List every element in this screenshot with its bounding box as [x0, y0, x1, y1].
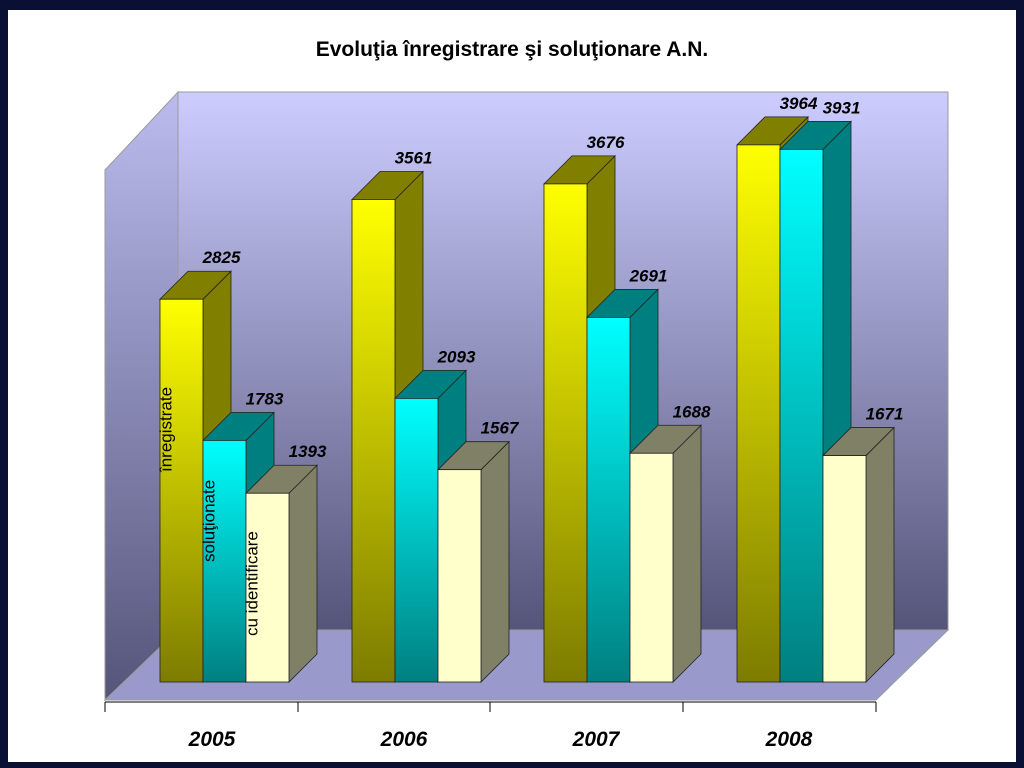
- bar-front: [351, 199, 396, 683]
- series-labels: înregistrate soluţionate cu identificare: [157, 387, 262, 636]
- category-label: 2005: [188, 728, 236, 751]
- chart: Evoluţia înregistrare şi soluţionare A.N…: [103, 38, 950, 751]
- bar-2006-s2: [437, 440, 510, 683]
- bar-front: [437, 469, 482, 683]
- bar-front: [822, 455, 867, 683]
- value-label: 1671: [866, 405, 904, 424]
- category-label: 2008: [765, 728, 813, 751]
- value-label: 1783: [246, 389, 284, 408]
- category-label: 2006: [380, 728, 428, 751]
- bar-front: [779, 148, 824, 683]
- bar-2007-s2: [629, 424, 702, 683]
- bar-front: [543, 183, 588, 683]
- bar-front: [245, 492, 290, 683]
- value-label: 3964: [780, 94, 818, 113]
- bar-side: [865, 426, 895, 683]
- bar-2008-s2: [822, 426, 895, 683]
- value-label: 2825: [202, 248, 241, 267]
- bar-side: [672, 424, 702, 683]
- bar-front: [629, 452, 674, 683]
- value-label: 1567: [481, 419, 520, 438]
- value-label: 1688: [673, 402, 711, 421]
- category-labels: 2005 2006 2007 2008: [104, 702, 877, 751]
- category-label: 2007: [572, 728, 621, 751]
- value-label: 2691: [629, 266, 668, 285]
- chart-title: Evoluţia înregistrare şi soluţionare A.N…: [316, 38, 709, 61]
- bars: [159, 115, 895, 683]
- bar-2005-s2: [245, 464, 318, 683]
- bar-front: [586, 316, 631, 683]
- value-label: 1393: [289, 442, 327, 461]
- value-label: 3561: [395, 148, 433, 167]
- value-label: 2093: [437, 347, 476, 366]
- bar-front: [736, 144, 781, 683]
- bar-side: [288, 464, 318, 683]
- bar-front: [394, 397, 439, 683]
- value-label: 3931: [823, 98, 861, 117]
- bar-front: [202, 440, 247, 683]
- series-label: soluţionate: [200, 480, 219, 562]
- bar-side: [480, 440, 510, 683]
- bar-front: [159, 298, 204, 683]
- series-label: cu identificare: [243, 531, 262, 636]
- slide: Evoluţia înregistrare şi soluţionare A.N…: [8, 10, 1016, 762]
- value-labels: 2825 1783 1393 3561 2093 1567 3676 2691 1688 3964…: [202, 94, 904, 461]
- series-label: înregistrate: [157, 387, 176, 473]
- value-label: 3676: [587, 133, 625, 152]
